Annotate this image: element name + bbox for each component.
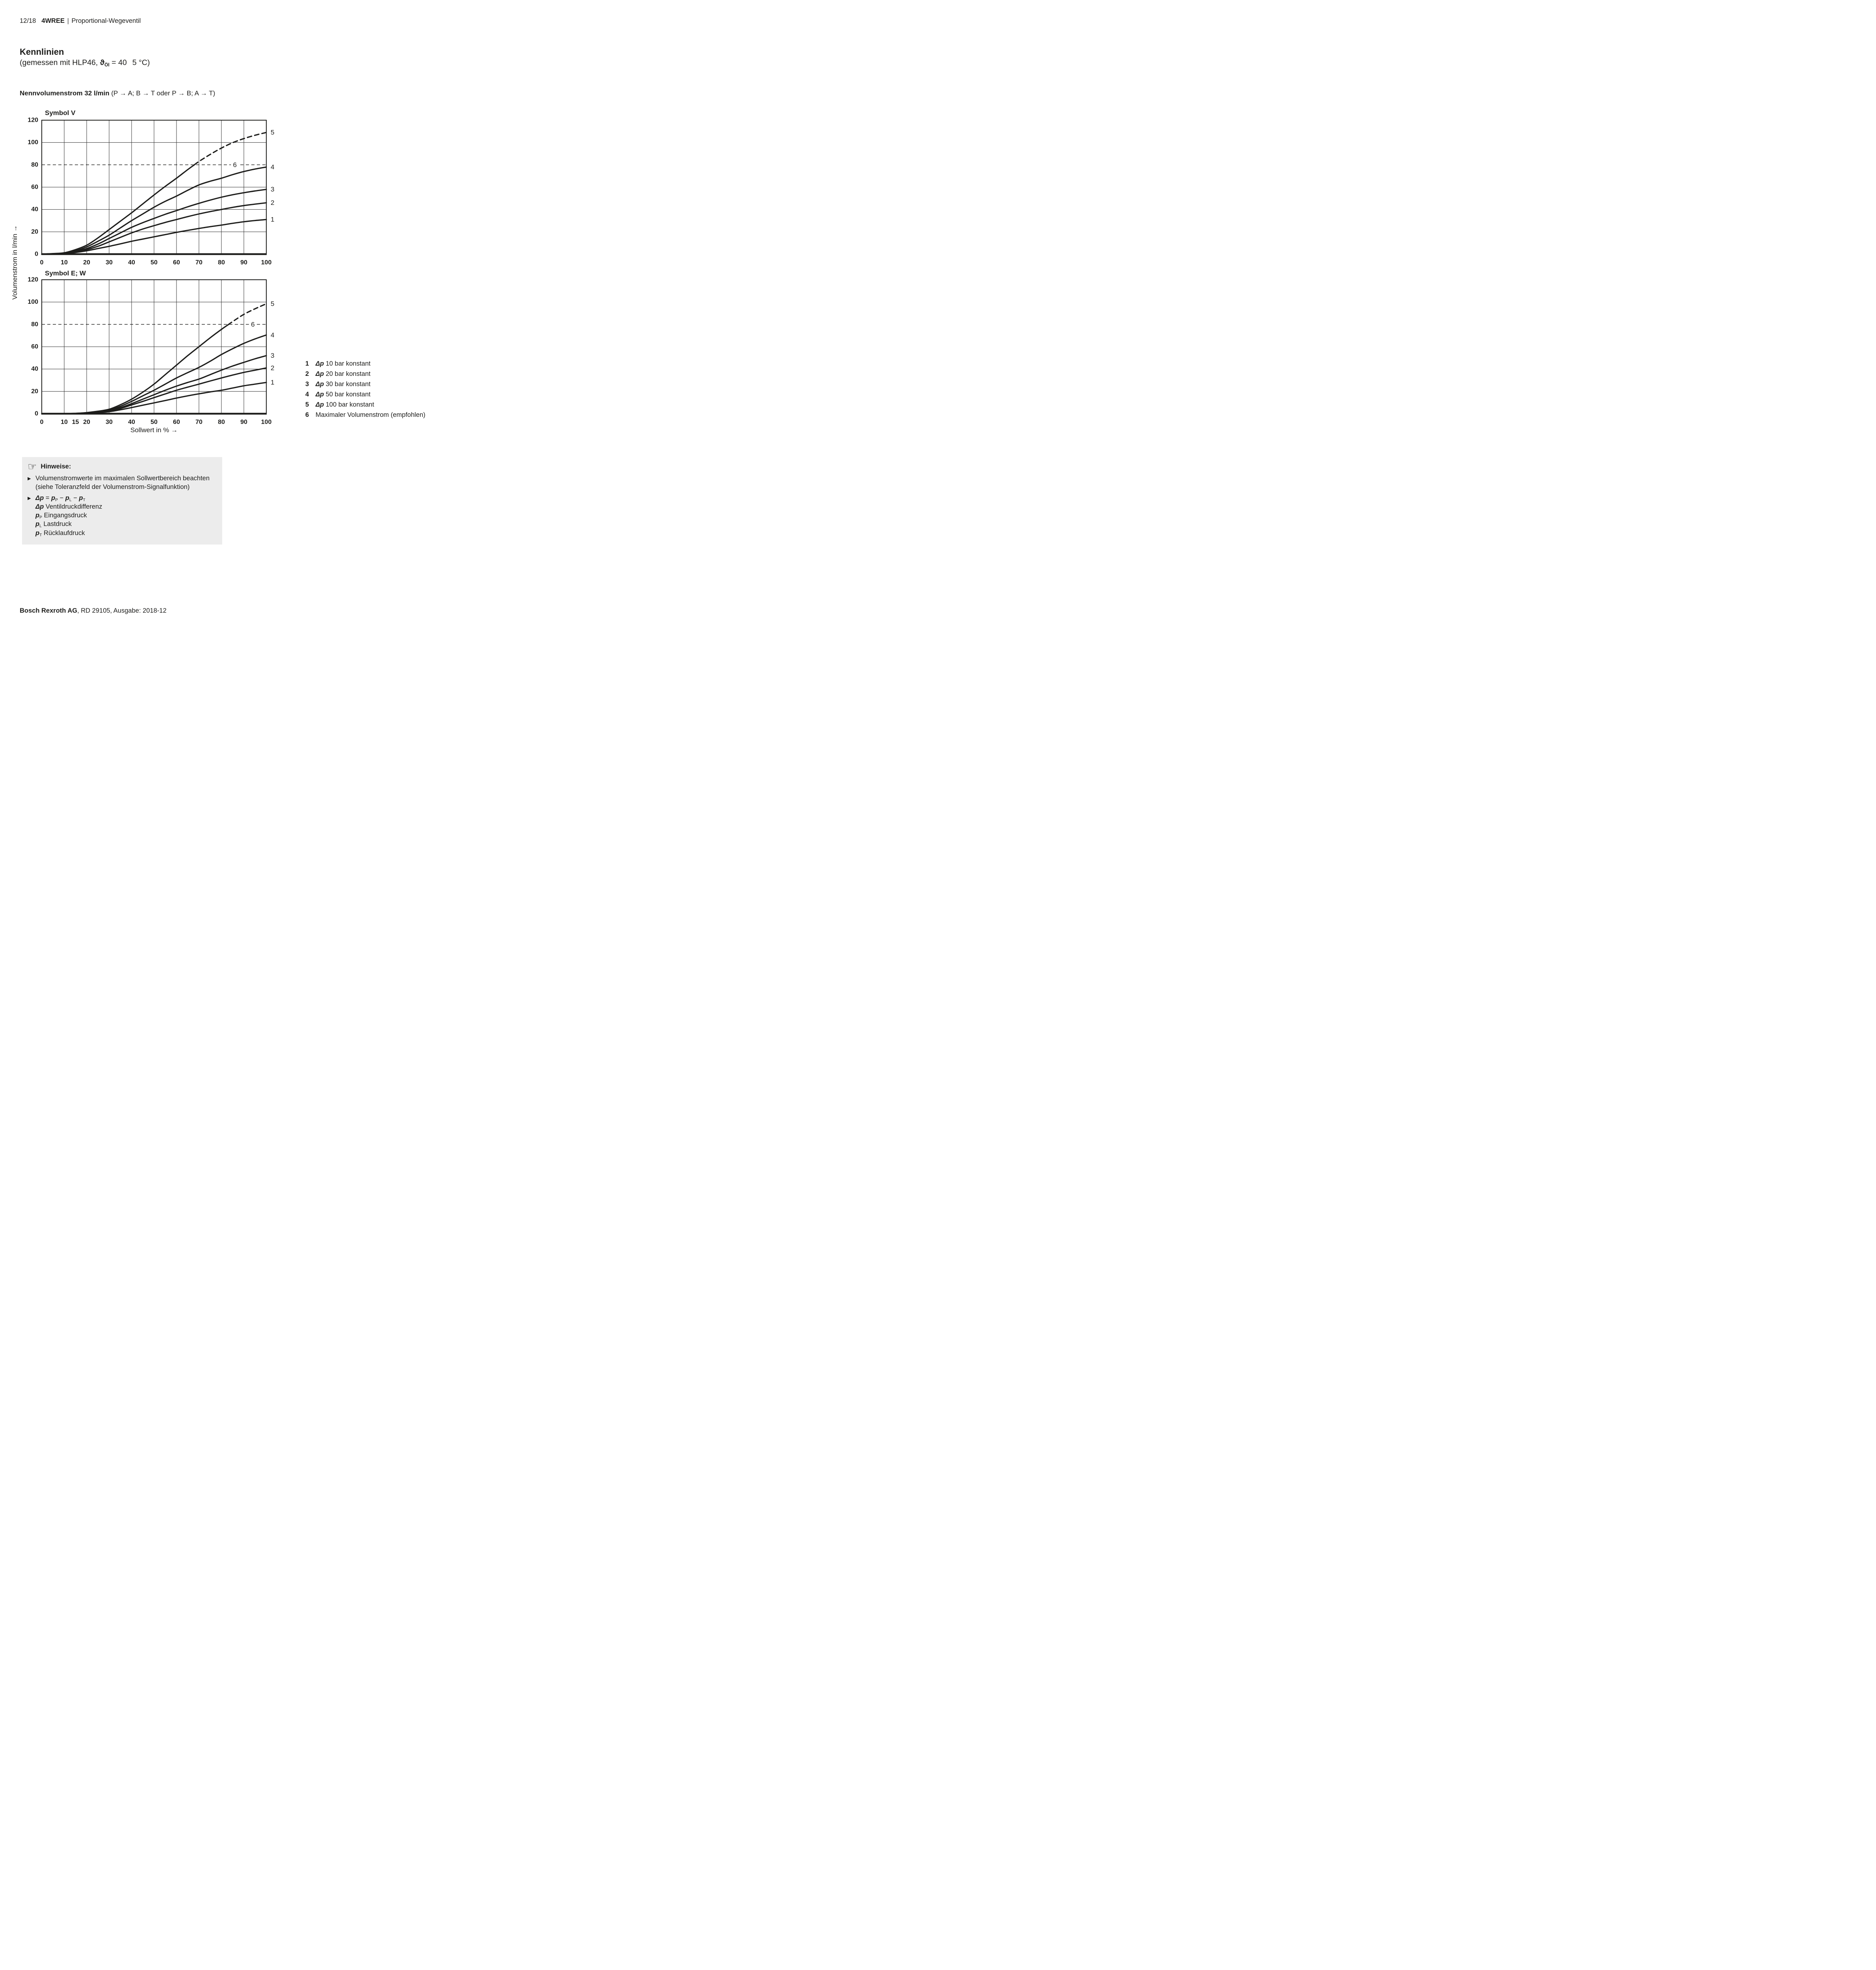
- svg-text:120: 120: [28, 117, 38, 124]
- svg-text:2: 2: [271, 199, 274, 206]
- svg-text:0: 0: [35, 411, 38, 417]
- svg-text:3: 3: [271, 352, 274, 359]
- legend-item-text: Δp 100 bar konstant: [316, 401, 374, 408]
- legend-item-number: 3: [305, 381, 309, 388]
- svg-text:40: 40: [31, 206, 38, 213]
- svg-text:70: 70: [195, 419, 202, 426]
- legend-item-text: Δp 10 bar konstant: [316, 360, 371, 367]
- svg-text:0: 0: [40, 259, 44, 266]
- svg-text:90: 90: [240, 419, 247, 426]
- company-name: Bosch Rexroth AG: [20, 607, 78, 614]
- svg-text:60: 60: [173, 419, 180, 426]
- legend-item: 3 Δp 30 bar konstant: [305, 381, 425, 391]
- svg-text:30: 30: [106, 259, 113, 266]
- svg-text:1: 1: [271, 216, 274, 223]
- page-header: 12/18 4WREE | Proportional-Wegeventil: [20, 17, 141, 25]
- svg-text:60: 60: [31, 344, 38, 350]
- svg-text:10: 10: [61, 419, 68, 426]
- svg-text:15: 15: [72, 419, 79, 426]
- note-bullet: ▶ Volumenstromwerte im maximalen Sollwert…: [28, 474, 217, 492]
- svg-text:60: 60: [31, 184, 38, 191]
- legend-item: 6 Maximaler Volumenstrom (empfohlen): [305, 411, 425, 422]
- svg-text:0: 0: [35, 251, 38, 258]
- page-number: 12/18: [20, 17, 36, 24]
- page-footer: Bosch Rexroth AG, RD 29105, Ausgabe: 201…: [20, 607, 167, 615]
- svg-text:4: 4: [271, 164, 274, 171]
- page-title: Kennlinien: [20, 47, 64, 57]
- svg-text:70: 70: [195, 259, 202, 266]
- measurement-conditions: (gemessen mit HLP46, ϑÖl = 40 5 °C): [20, 58, 150, 68]
- svg-text:30: 30: [106, 419, 113, 426]
- svg-text:10: 10: [61, 259, 68, 266]
- legend-item: 4 Δp 50 bar konstant: [305, 391, 425, 401]
- flow-directions: (P → A; B → T oder P → B; A → T): [111, 89, 215, 97]
- x-axis-label: Sollwert in % →: [130, 426, 178, 434]
- svg-text:20: 20: [83, 419, 90, 426]
- svg-text:20: 20: [31, 388, 38, 395]
- svg-text:50: 50: [150, 419, 158, 426]
- bullet-triangle-icon: ▶: [28, 476, 31, 481]
- document-type: Proportional-Wegeventil: [71, 17, 141, 24]
- curve-legend: 1 Δp 10 bar konstant 2 Δp 20 bar konstant 3 Δ…: [305, 360, 425, 422]
- notes-title: Hinweise:: [41, 463, 71, 470]
- document-reference: , RD 29105, Ausgabe: 2018-12: [77, 607, 167, 614]
- datasheet-page: 12/18 4WREE | Proportional-Wegeventil Ken…: [0, 0, 469, 625]
- legend-item-text: Maximaler Volumenstrom (empfohlen): [316, 411, 425, 418]
- legend-item-number: 4: [305, 391, 309, 398]
- section-heading: Nennvolumenstrom 32 l/min (P → A; B → T …: [20, 89, 215, 97]
- legend-item-number: 2: [305, 370, 309, 377]
- svg-text:2: 2: [271, 364, 274, 372]
- svg-text:50: 50: [150, 259, 158, 266]
- legend-item-text: Δp 30 bar konstant: [316, 381, 371, 388]
- svg-text:0: 0: [40, 419, 44, 426]
- notes-header: ☞ Hinweise:: [28, 462, 217, 472]
- svg-text:40: 40: [128, 419, 135, 426]
- svg-text:60: 60: [173, 259, 180, 266]
- svg-text:20: 20: [83, 259, 90, 266]
- svg-text:80: 80: [31, 321, 38, 328]
- svg-text:3: 3: [271, 186, 274, 193]
- notes-box: ☞ Hinweise: ▶ Volumenstromwerte im maxima…: [22, 457, 222, 545]
- legend-item-text: Δp 20 bar konstant: [316, 370, 371, 377]
- legend-item: 5 Δp 100 bar konstant: [305, 401, 425, 411]
- svg-text:80: 80: [218, 259, 225, 266]
- svg-text:100: 100: [261, 419, 272, 426]
- svg-text:80: 80: [218, 419, 225, 426]
- svg-text:4: 4: [271, 331, 274, 339]
- svg-text:1: 1: [271, 379, 274, 386]
- svg-text:40: 40: [128, 259, 135, 266]
- svg-text:6: 6: [233, 161, 236, 169]
- y-axis-label: Volumenstrom in l/min →: [11, 225, 19, 300]
- svg-text:5: 5: [271, 129, 274, 136]
- svg-text:5: 5: [271, 300, 274, 307]
- legend-item-number: 6: [305, 411, 309, 418]
- legend-item-number: 1: [305, 360, 309, 367]
- svg-text:100: 100: [28, 139, 38, 146]
- note-bullet: ▶ Δp = pP − pL − pT Δp Ventildruckdifferen…: [28, 494, 217, 538]
- header-divider: |: [67, 17, 69, 24]
- svg-text:100: 100: [28, 299, 38, 305]
- svg-text:20: 20: [31, 229, 38, 235]
- legend-item: 1 Δp 10 bar konstant: [305, 360, 425, 370]
- nominal-flow-label: Nennvolumenstrom 32 l/min: [20, 89, 111, 97]
- pointing-hand-icon: ☞: [28, 461, 37, 473]
- svg-text:100: 100: [261, 259, 272, 266]
- svg-text:6: 6: [251, 321, 254, 328]
- svg-text:40: 40: [31, 366, 38, 372]
- bullet-triangle-icon: ▶: [28, 495, 31, 501]
- svg-text:120: 120: [28, 277, 38, 283]
- svg-text:80: 80: [31, 162, 38, 168]
- product-code: 4WREE: [41, 17, 65, 24]
- note-text: Δp = pP − pL − pT Δp Ventildruckdifferenz…: [35, 494, 102, 538]
- legend-item: 2 Δp 20 bar konstant: [305, 370, 425, 381]
- legend-item-text: Δp 50 bar konstant: [316, 391, 371, 398]
- svg-text:90: 90: [240, 259, 247, 266]
- note-text: Volumenstromwerte im maximalen Sollwertb…: [35, 475, 210, 491]
- legend-item-number: 5: [305, 401, 309, 408]
- chart-1-title: Symbol V: [45, 109, 76, 117]
- chart-2-title: Symbol E; W: [45, 269, 86, 277]
